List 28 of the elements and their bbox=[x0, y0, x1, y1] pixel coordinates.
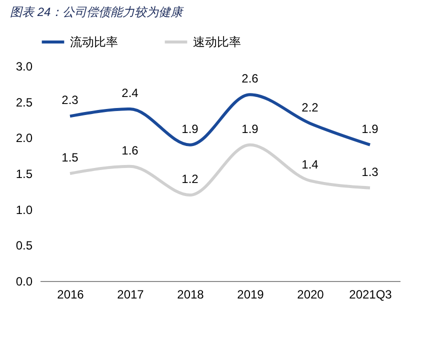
x-tick-label: 2021Q3 bbox=[349, 288, 392, 302]
chart-title: 图表 24：公司偿债能力较为健康 bbox=[10, 5, 185, 19]
y-tick-label: 2.5 bbox=[16, 95, 33, 110]
x-tick-label: 2019 bbox=[237, 288, 264, 302]
data-label: 1.4 bbox=[302, 158, 319, 172]
data-label: 1.5 bbox=[62, 150, 79, 164]
data-label: 2.2 bbox=[302, 100, 319, 114]
data-label: 1.3 bbox=[362, 164, 379, 179]
x-tick-label: 2020 bbox=[297, 288, 324, 302]
data-label: 2.4 bbox=[122, 86, 139, 100]
y-tick-label: 3.0 bbox=[16, 60, 33, 74]
data-label: 1.9 bbox=[362, 122, 379, 136]
legend-label: 速动比率 bbox=[193, 35, 241, 49]
x-tick-label: 2018 bbox=[177, 288, 204, 302]
data-label: 1.9 bbox=[182, 122, 199, 136]
data-label: 1.6 bbox=[122, 143, 139, 158]
x-tick-label: 2016 bbox=[57, 288, 84, 302]
y-tick-label: 1.0 bbox=[16, 202, 33, 217]
legend-label: 流动比率 bbox=[70, 35, 118, 49]
data-label: 1.2 bbox=[182, 172, 199, 186]
y-tick-label: 2.0 bbox=[16, 131, 33, 146]
y-tick-label: 0.0 bbox=[16, 274, 33, 288]
y-tick-label: 0.5 bbox=[16, 238, 33, 253]
y-tick-label: 1.5 bbox=[16, 167, 33, 181]
x-tick-label: 2017 bbox=[117, 288, 144, 302]
data-label: 1.9 bbox=[242, 122, 259, 136]
data-label: 2.6 bbox=[242, 72, 259, 86]
data-label: 2.3 bbox=[62, 93, 79, 108]
